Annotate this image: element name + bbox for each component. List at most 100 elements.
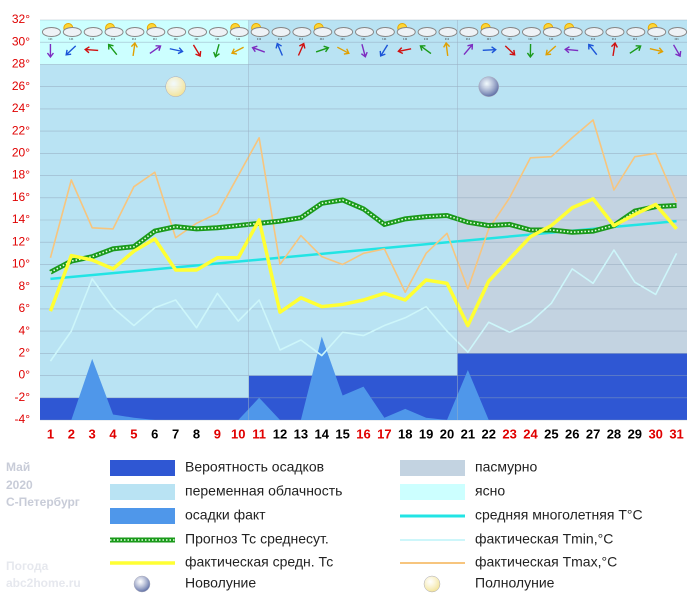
wind-arrow	[169, 47, 184, 55]
wind-arrow	[463, 43, 474, 56]
wind-arrow	[672, 44, 682, 58]
wind-arrow	[564, 46, 579, 54]
weather-icon: ‘‘‘	[605, 27, 625, 45]
rain: ‘‘‘	[445, 38, 450, 45]
rain: ‘‘‘	[424, 38, 429, 45]
wind-shaft	[149, 45, 161, 55]
cloud	[563, 27, 583, 37]
cloud	[313, 27, 333, 37]
wind-arrow	[526, 43, 534, 59]
wind-head	[675, 51, 682, 58]
wind-head	[130, 41, 138, 48]
cloud	[480, 27, 500, 37]
y-tick-label: 10°	[12, 257, 30, 271]
cloud	[292, 27, 312, 37]
legend-swatch	[110, 460, 175, 476]
wind-head	[379, 50, 386, 57]
wind-arrow	[629, 45, 642, 54]
legend-label: пасмурно	[475, 459, 538, 475]
y-tick-label: 6°	[19, 301, 31, 315]
x-tick-label: 16	[356, 426, 370, 441]
legend-label: переменная облачность	[185, 483, 342, 499]
rain: ‘‘‘	[382, 38, 387, 45]
wind-shaft	[482, 48, 495, 52]
wind-arrow	[84, 46, 99, 54]
rain: ‘‘‘	[549, 38, 554, 45]
wind-arrow	[419, 45, 432, 55]
rain: ‘‘‘	[340, 38, 345, 45]
wind-head	[397, 47, 404, 55]
wind-head	[84, 46, 90, 54]
x-tick-label: 9	[214, 426, 221, 441]
wind-shaft	[66, 45, 77, 55]
rain: ‘‘‘	[570, 38, 575, 45]
wind-head	[657, 47, 664, 55]
weather-icon: ‘‘‘	[229, 23, 249, 45]
wind-head	[443, 41, 451, 48]
wind-arrow	[588, 43, 598, 56]
weather-icon: ‘‘‘	[313, 23, 333, 45]
weather-icon: ‘‘‘	[417, 27, 437, 45]
weather-icon: ‘‘‘	[292, 27, 312, 45]
cloud	[668, 27, 687, 37]
moon	[165, 76, 186, 97]
wind-head	[509, 49, 516, 56]
wind-arrow	[297, 42, 306, 56]
wind-head	[275, 42, 282, 49]
rain: ‘‘‘	[633, 38, 638, 45]
weather-icon: ‘‘‘	[146, 23, 166, 45]
area-rect	[40, 64, 249, 398]
x-tick-label: 18	[398, 426, 412, 441]
cloud	[125, 27, 145, 37]
cloud	[584, 27, 604, 37]
y-tick-label: 30°	[12, 34, 30, 48]
y-tick-label: -4°	[15, 412, 31, 426]
wind-shaft	[132, 43, 136, 57]
wind-arrow	[482, 46, 497, 54]
x-tick-label: 14	[315, 426, 330, 441]
rain: ‘‘‘	[466, 38, 471, 45]
x-tick-label: 31	[669, 426, 683, 441]
rain: ‘‘‘	[507, 38, 512, 45]
wind-head	[213, 51, 220, 58]
rain: ‘‘‘	[215, 38, 220, 45]
wind-head	[155, 45, 162, 51]
wind-shaft	[108, 44, 118, 56]
wind-arrow	[230, 46, 244, 55]
area-rect	[40, 397, 249, 420]
rain: ‘‘‘	[153, 38, 158, 45]
wind-shaft	[546, 45, 557, 55]
x-tick-label: 15	[335, 426, 349, 441]
weather-icon: ‘‘‘	[521, 27, 541, 45]
month: Май	[6, 460, 30, 474]
legend-label: фактическая Tmax,°C	[475, 554, 617, 570]
rain: ‘‘‘	[278, 38, 283, 45]
x-tick-label: 21	[461, 426, 475, 441]
wind-shaft	[380, 44, 389, 56]
series-line	[49, 119, 678, 294]
year: 2020	[6, 478, 33, 492]
precip-area	[50, 336, 677, 420]
x-tick-label: 13	[294, 426, 308, 441]
wind-arrow	[275, 42, 284, 56]
wind-shaft	[315, 47, 328, 53]
wind-shaft	[215, 44, 220, 56]
weather-icon: ‘‘‘	[41, 27, 61, 45]
y-tick-label: 24°	[12, 101, 30, 115]
legend-swatch	[110, 484, 175, 500]
cloud	[250, 27, 270, 37]
wind-head	[230, 48, 238, 55]
legend-swatch	[423, 575, 441, 593]
weather-icon: ‘‘‘	[125, 27, 145, 45]
wind-shaft	[566, 48, 579, 52]
legend-swatch	[110, 508, 175, 524]
wind-head	[177, 47, 184, 55]
wind-shaft	[253, 47, 266, 53]
weather-icon: ‘‘‘	[104, 23, 124, 45]
x-tick-label: 5	[130, 426, 137, 441]
wind-head	[299, 42, 306, 49]
city: С-Петербург	[6, 495, 80, 509]
wind-shaft	[420, 45, 432, 55]
y-tick-label: 22°	[12, 123, 30, 137]
y-tick-label: -2°	[15, 390, 31, 404]
